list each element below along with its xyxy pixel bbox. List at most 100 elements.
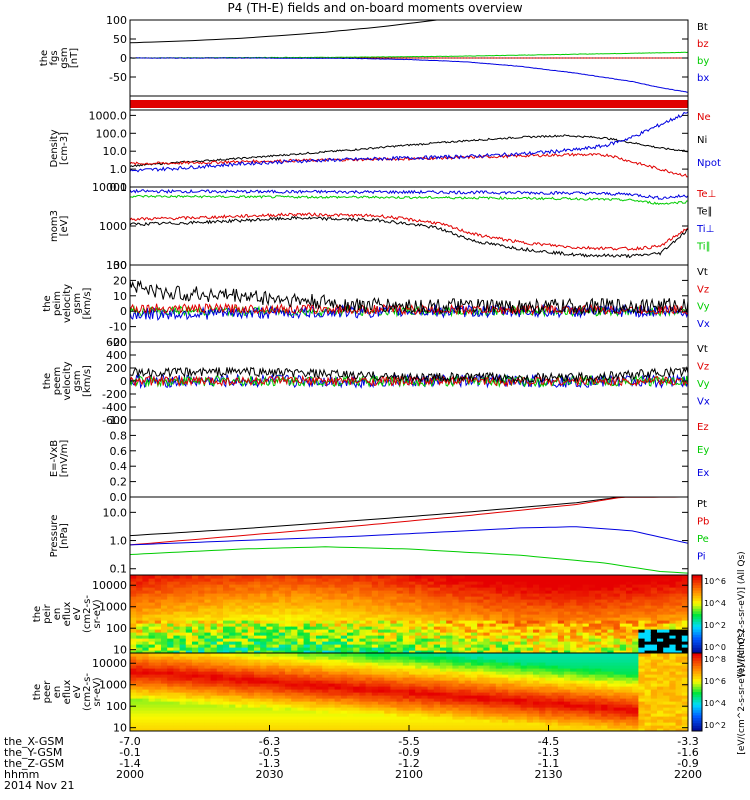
- heatmap-cell: [650, 707, 658, 711]
- heatmap-cell: [471, 623, 478, 627]
- y-tick-label: 20: [113, 274, 127, 287]
- heatmap-cell: [675, 707, 683, 711]
- heatmap-cell: [576, 728, 584, 731]
- heatmap-cell: [334, 674, 342, 678]
- heatmap-cell: [148, 638, 156, 642]
- heatmap-cell: [533, 620, 540, 624]
- heatmap-cell: [378, 689, 385, 693]
- heatmap-cell: [427, 680, 435, 684]
- heatmap-cell: [278, 719, 286, 723]
- heatmap-cell: [161, 707, 168, 711]
- heatmap-cell: [378, 593, 385, 597]
- heatmap-cell: [681, 641, 688, 645]
- heatmap-cell: [626, 719, 633, 723]
- heatmap-cell: [316, 713, 323, 717]
- heatmap-cell: [539, 605, 546, 609]
- heatmap-cell: [402, 650, 410, 653]
- heatmap-cell: [477, 692, 484, 696]
- heatmap-cell: [247, 608, 255, 612]
- heatmap-cell: [681, 722, 688, 726]
- heatmap-cell: [613, 590, 621, 594]
- heatmap-cell: [223, 644, 230, 648]
- heatmap-cell: [309, 662, 317, 666]
- heatmap-cell: [440, 617, 447, 621]
- heatmap-cell: [272, 578, 280, 582]
- heatmap-cell: [198, 725, 205, 729]
- heatmap-cell: [309, 593, 317, 597]
- heatmap-cell: [303, 683, 311, 687]
- heatmap-cell: [502, 719, 509, 723]
- heatmap-cell: [533, 677, 540, 681]
- heatmap-cell: [334, 722, 342, 726]
- heatmap-cell: [452, 575, 460, 579]
- heatmap-cell: [371, 704, 379, 708]
- heatmap-cell: [148, 644, 156, 648]
- heatmap-cell: [607, 605, 615, 609]
- heatmap-cell: [173, 638, 181, 642]
- y-tick-label: 1000: [99, 601, 127, 614]
- heatmap-cell: [347, 686, 354, 690]
- heatmap-cell: [464, 722, 472, 726]
- heatmap-cell: [514, 581, 522, 585]
- heatmap-cell: [471, 725, 478, 729]
- heatmap-cell: [359, 578, 367, 582]
- heatmap-cell: [564, 674, 571, 678]
- heatmap-cell: [489, 650, 497, 653]
- heatmap-cell: [638, 701, 646, 705]
- heatmap-cell: [551, 713, 559, 717]
- heatmap-cell: [545, 620, 553, 624]
- heatmap-cell: [316, 644, 323, 648]
- heatmap-cell: [483, 662, 491, 666]
- heatmap-cell: [669, 635, 677, 639]
- heatmap-cell: [520, 635, 528, 639]
- heatmap-cell: [415, 644, 422, 648]
- heatmap-cell: [526, 599, 534, 603]
- heatmap-cell: [570, 686, 577, 690]
- heatmap-cell: [148, 653, 156, 657]
- heatmap-cell: [371, 656, 379, 660]
- heatmap-cell: [477, 683, 484, 687]
- heatmap-cell: [340, 716, 348, 720]
- heatmap-cell: [545, 614, 553, 618]
- legend-peim-Vt: Vt: [697, 267, 708, 278]
- heatmap-cell: [328, 587, 336, 591]
- legend-pressure-Pe: Pe: [697, 534, 709, 545]
- colorbar-cell: [692, 673, 702, 677]
- heatmap-cell: [347, 674, 354, 678]
- heatmap-cell: [440, 632, 447, 636]
- heatmap-cell: [254, 707, 261, 711]
- heatmap-cell: [502, 623, 509, 627]
- heatmap-cell: [322, 581, 329, 585]
- heatmap-cell: [241, 692, 249, 696]
- heatmap-cell: [650, 725, 658, 729]
- heatmap-cell: [489, 716, 497, 720]
- heatmap-cell: [384, 719, 391, 723]
- heatmap-cell: [142, 710, 150, 714]
- heatmap-cell: [681, 632, 688, 636]
- heatmap-cell: [365, 683, 373, 687]
- heatmap-cell: [632, 575, 639, 579]
- heatmap-cell: [161, 701, 168, 705]
- heatmap-cell: [638, 653, 646, 657]
- heatmap-cell: [390, 626, 398, 630]
- heatmap-cell: [409, 683, 416, 687]
- heatmap-cell: [545, 710, 553, 714]
- heatmap-cell: [130, 701, 137, 705]
- heatmap-cell: [452, 683, 460, 687]
- heatmap-cell: [303, 716, 311, 720]
- heatmap-cell: [502, 626, 509, 630]
- heatmap-cell: [595, 590, 602, 594]
- heatmap-cell: [291, 644, 298, 648]
- heatmap-cell: [241, 641, 249, 645]
- y-tick-label: 10: [113, 644, 127, 657]
- heatmap-cell: [607, 695, 615, 699]
- colorbar-cell: [692, 627, 702, 631]
- heatmap-cell: [446, 635, 453, 639]
- heatmap-cell: [526, 698, 534, 702]
- heatmap-cell: [669, 725, 677, 729]
- heatmap-cell: [613, 716, 621, 720]
- heatmap-cell: [607, 608, 615, 612]
- colorbar-cell: [692, 699, 702, 703]
- heatmap-cell: [415, 692, 422, 696]
